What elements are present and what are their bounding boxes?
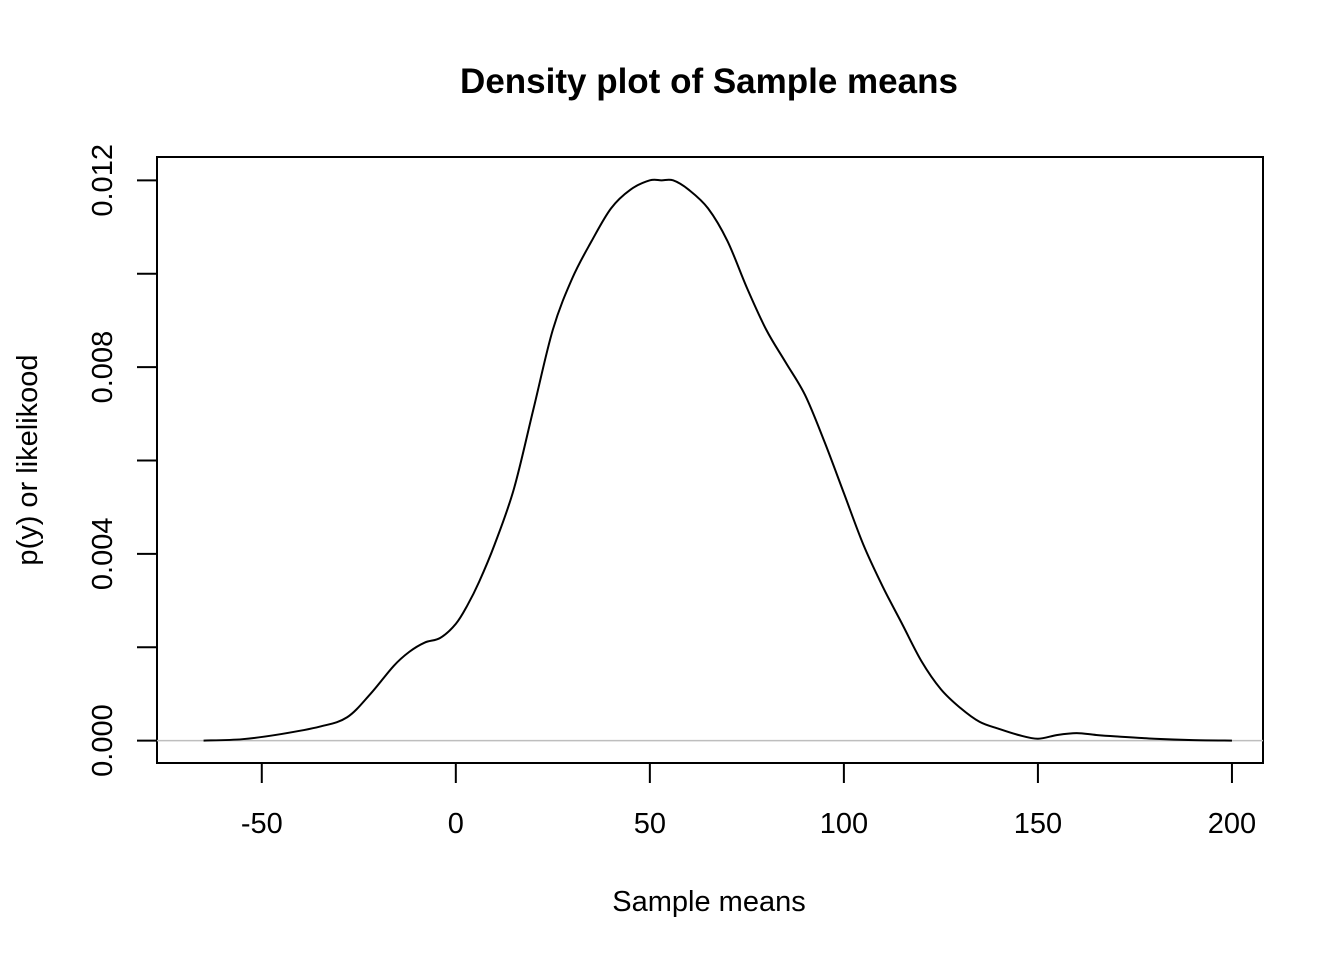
x-tick-label: 0: [448, 808, 464, 840]
x-tick-label: 200: [1208, 808, 1256, 840]
x-axis-label: Sample means: [612, 886, 805, 918]
x-tick-label: 100: [820, 808, 868, 840]
y-tick-label: 0.000: [87, 704, 119, 777]
y-tick-label: 0.008: [87, 331, 119, 404]
y-axis: 0.000 0.004 0.008 0.012: [87, 144, 157, 777]
y-tick-label: 0.012: [87, 144, 119, 217]
density-curve: [203, 178, 1232, 742]
chart-title: Density plot of Sample means: [460, 62, 958, 101]
x-tick-label: -50: [241, 808, 283, 840]
x-tick-label: 50: [634, 808, 666, 840]
plot-area-frame: [156, 156, 1264, 764]
y-tick-label: 0.004: [87, 518, 119, 591]
x-axis: -50 0 50 100 150 200: [241, 762, 1256, 840]
x-tick-label: 150: [1014, 808, 1062, 840]
y-axis-label: p(y) or likelikood: [12, 354, 44, 565]
